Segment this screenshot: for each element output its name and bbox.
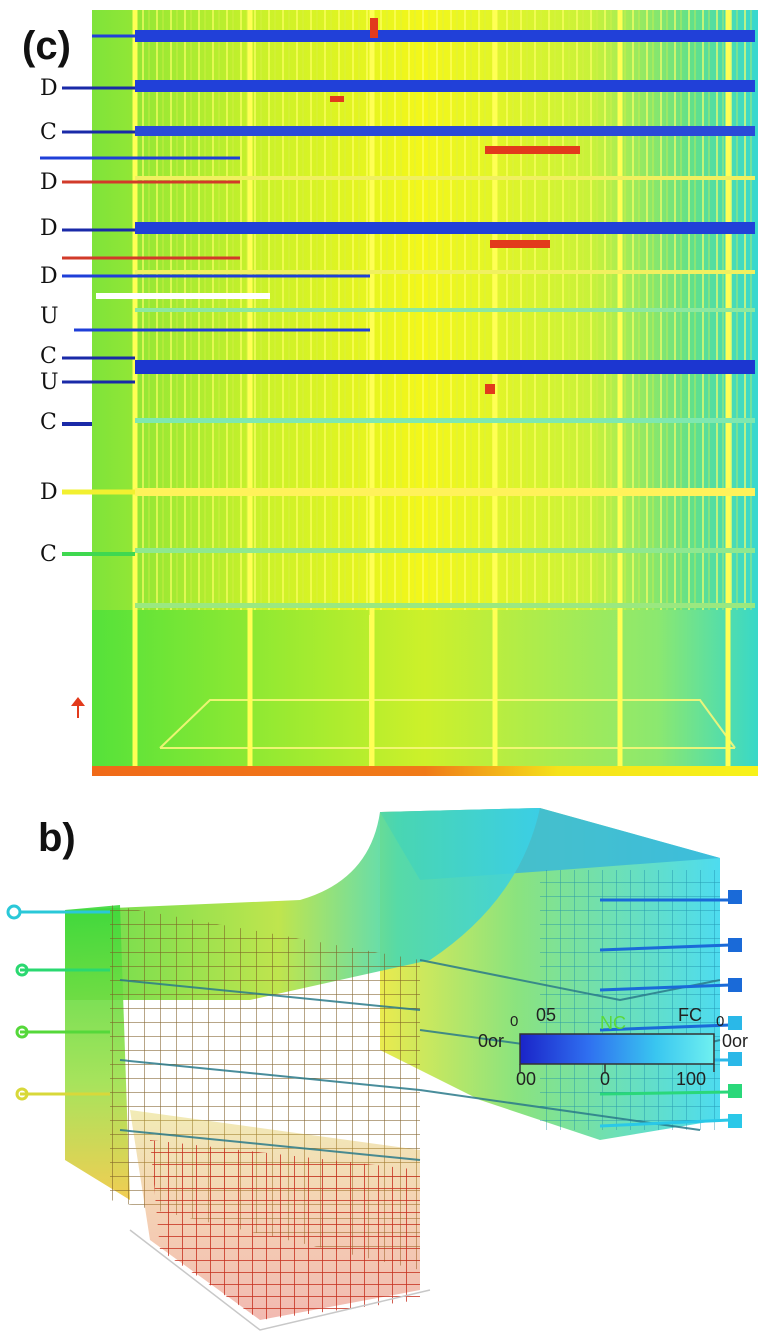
red-grid bbox=[150, 1140, 420, 1320]
colorbar-top-label: NC bbox=[600, 1013, 626, 1033]
colorbar-side-label: 0or bbox=[478, 1031, 505, 1051]
row-label: D bbox=[40, 264, 58, 289]
colorbar bbox=[519, 1033, 715, 1065]
key-icon bbox=[6, 904, 29, 1101]
panel-b-label: b) bbox=[38, 816, 76, 860]
row-leaders bbox=[40, 34, 370, 556]
row-label: D bbox=[40, 76, 58, 101]
colorbar-side-label: 0or bbox=[722, 1031, 749, 1051]
bracket-icon bbox=[728, 890, 742, 1128]
colorbar-tick-label: 100 bbox=[676, 1069, 707, 1089]
arrow-up-icon bbox=[71, 697, 85, 718]
row-label: U bbox=[40, 304, 59, 329]
ground-strip bbox=[92, 766, 758, 776]
ground-line bbox=[129, 1229, 431, 1331]
floor-beams bbox=[135, 30, 755, 608]
colorbar-ticks bbox=[519, 1064, 715, 1072]
row-label: C bbox=[40, 120, 57, 145]
left-connectors bbox=[20, 910, 110, 1096]
stress-highlights bbox=[330, 18, 580, 394]
row-label: D bbox=[40, 170, 58, 195]
row-label: C bbox=[40, 542, 57, 567]
panel-c-label: (c) bbox=[22, 24, 71, 68]
colorbar-end-label: 0 bbox=[716, 1013, 725, 1030]
frame-base bbox=[92, 610, 758, 768]
colorbar-end-label: 0 bbox=[510, 1013, 519, 1030]
row-label: C bbox=[40, 344, 57, 369]
colorbar-top-label: 05 bbox=[536, 1005, 557, 1025]
row-label: C bbox=[40, 410, 57, 435]
row-label: D bbox=[40, 480, 58, 505]
colorbar-top-label: FC bbox=[678, 1005, 702, 1025]
colorbar-tick-label: 00 bbox=[516, 1069, 537, 1089]
row-label: U bbox=[40, 370, 59, 395]
arch-opening bbox=[420, 1130, 560, 1280]
back-grid bbox=[540, 870, 720, 1130]
colorbar-tick-label: 0 bbox=[600, 1069, 611, 1089]
row-label: D bbox=[40, 216, 58, 241]
